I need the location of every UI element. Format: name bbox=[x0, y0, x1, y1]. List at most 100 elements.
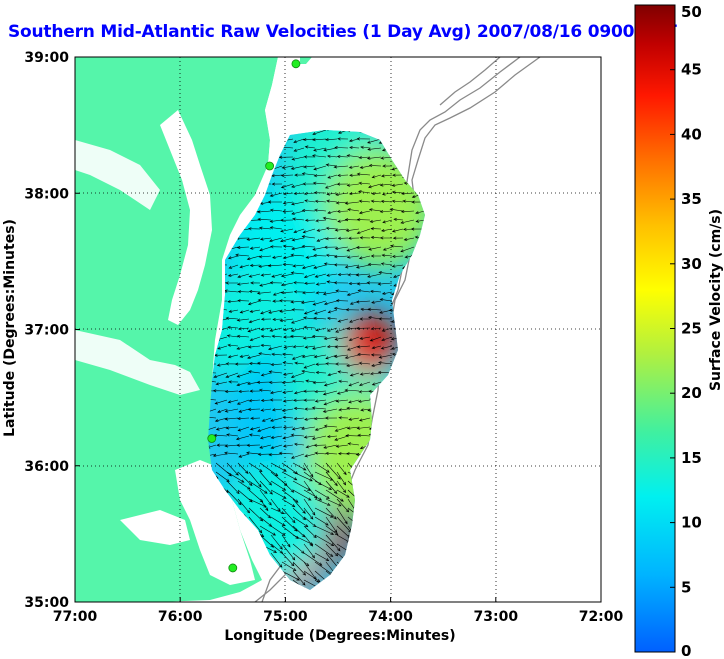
velocity-arrow bbox=[293, 138, 305, 144]
velocity-arrow bbox=[271, 334, 283, 338]
velocity-arrow bbox=[368, 208, 382, 212]
velocity-arrow bbox=[348, 236, 360, 240]
velocity-arrow bbox=[281, 380, 294, 385]
velocity-arrow bbox=[289, 334, 305, 338]
velocity-arrow bbox=[250, 281, 261, 285]
velocity-arrow bbox=[300, 300, 316, 305]
velocity-arrow bbox=[208, 453, 217, 458]
velocity-arrow bbox=[325, 462, 341, 480]
velocity-arrow bbox=[290, 300, 305, 304]
velocity-arrow bbox=[314, 199, 327, 203]
velocity-arrow bbox=[355, 273, 371, 277]
velocity-arrow bbox=[313, 417, 327, 421]
velocity-arrow bbox=[323, 444, 338, 449]
velocity-arrow bbox=[303, 281, 316, 285]
velocity-arrow bbox=[281, 480, 295, 493]
radar-stations bbox=[207, 59, 301, 573]
velocity-arrow bbox=[355, 245, 371, 250]
velocity-arrow bbox=[280, 282, 294, 287]
velocity-arrow bbox=[303, 309, 316, 315]
velocity-arrow bbox=[270, 417, 283, 422]
velocity-arrow bbox=[301, 244, 316, 249]
velocity-arrow bbox=[347, 442, 360, 446]
velocity-arrow bbox=[236, 318, 250, 322]
velocity-arrow bbox=[236, 372, 250, 378]
velocity-arrow bbox=[356, 326, 371, 330]
velocity-arrow bbox=[250, 416, 261, 420]
velocity-arrow bbox=[236, 245, 250, 250]
velocity-arrow bbox=[333, 354, 349, 358]
velocity-arrow bbox=[269, 219, 283, 223]
velocity-arrow bbox=[215, 426, 228, 431]
velocity-arrow bbox=[336, 209, 349, 213]
velocity-arrow bbox=[281, 534, 291, 548]
velocity-arrow bbox=[208, 426, 217, 432]
velocity-arrow bbox=[237, 416, 250, 421]
velocity-arrow bbox=[267, 200, 282, 204]
velocity-arrow bbox=[236, 381, 250, 387]
velocity-arrow bbox=[335, 299, 349, 303]
velocity-arrow bbox=[346, 363, 360, 368]
velocity-arrow bbox=[213, 372, 228, 378]
velocity-arrow bbox=[292, 345, 305, 349]
velocity-arrow bbox=[281, 471, 298, 481]
velocity-arrow bbox=[348, 138, 360, 143]
x-tick-label: 77:00 bbox=[53, 609, 98, 625]
velocity-arrow bbox=[322, 390, 338, 396]
velocity-arrow bbox=[303, 192, 316, 196]
colorbar-tick-label: 40 bbox=[681, 125, 702, 143]
velocity-arrow bbox=[314, 390, 327, 394]
field-region-6 bbox=[341, 312, 398, 374]
velocity-arrow bbox=[377, 282, 393, 286]
velocity-arrow bbox=[391, 228, 404, 233]
velocity-arrow bbox=[415, 210, 425, 215]
velocity-arrow bbox=[335, 327, 349, 333]
velocity-arrow bbox=[314, 498, 331, 506]
velocity-arrow bbox=[400, 210, 415, 214]
velocity-arrow bbox=[236, 282, 250, 286]
velocity-arrow bbox=[224, 408, 239, 413]
velocity-arrow bbox=[325, 253, 338, 257]
velocity-arrow bbox=[258, 226, 272, 230]
velocity-arrow bbox=[316, 228, 327, 232]
velocity-arrow bbox=[303, 316, 316, 320]
velocity-arrow bbox=[302, 138, 316, 142]
velocity-arrow bbox=[281, 507, 296, 524]
velocity-arrow bbox=[337, 318, 349, 323]
velocity-arrow bbox=[260, 309, 272, 315]
velocity-arrow bbox=[237, 471, 253, 486]
velocity-arrow bbox=[278, 451, 294, 455]
velocity-arrow bbox=[303, 480, 318, 500]
velocity-arrow bbox=[261, 417, 272, 422]
velocity-arrow bbox=[281, 543, 296, 561]
velocity-arrow bbox=[271, 273, 283, 278]
velocity-arrow bbox=[224, 451, 239, 455]
velocity-arrow bbox=[303, 389, 316, 393]
velocity-arrow bbox=[315, 327, 327, 332]
velocity-arrow bbox=[280, 183, 294, 189]
y-tick-labels: 35:00 36:00 37:00 38:00 39:00 bbox=[24, 50, 69, 611]
velocity-arrow bbox=[269, 245, 283, 249]
velocity-arrow bbox=[314, 462, 330, 473]
velocity-arrow bbox=[391, 183, 404, 187]
velocity-arrow bbox=[292, 462, 307, 471]
velocity-arrow bbox=[313, 264, 327, 269]
velocity-arrow bbox=[259, 444, 272, 449]
velocity-arrow bbox=[227, 354, 239, 359]
velocity-arrow bbox=[269, 398, 283, 402]
velocity-arrow bbox=[346, 426, 360, 430]
velocity-arrow bbox=[234, 362, 250, 366]
colorbar bbox=[634, 4, 676, 653]
velocity-arrow bbox=[367, 147, 382, 151]
velocity-arrow bbox=[270, 390, 283, 395]
velocity-arrow bbox=[302, 291, 316, 295]
velocity-arrow bbox=[249, 246, 261, 250]
velocity-arrow bbox=[314, 426, 327, 431]
velocity-arrow bbox=[226, 471, 245, 483]
velocity-arrow bbox=[358, 399, 371, 403]
velocity-arrow bbox=[269, 237, 283, 243]
velocity-arrow bbox=[270, 444, 283, 449]
velocity-arrow bbox=[322, 291, 338, 296]
velocity-arrow bbox=[290, 453, 305, 459]
velocity-arrow bbox=[316, 237, 327, 242]
